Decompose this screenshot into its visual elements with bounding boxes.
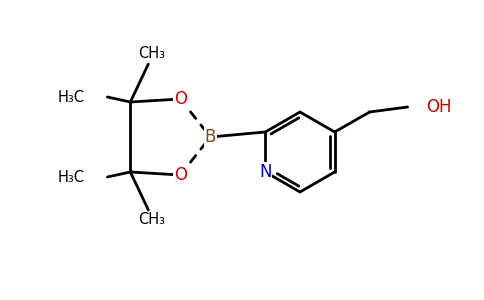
Text: CH₃: CH₃ [138, 212, 165, 227]
Text: O: O [174, 166, 187, 184]
Text: N: N [259, 163, 272, 181]
Text: H₃C: H₃C [58, 89, 84, 104]
Text: H₃C: H₃C [58, 169, 84, 184]
Text: B: B [205, 128, 216, 146]
Text: O: O [174, 90, 187, 108]
Text: CH₃: CH₃ [138, 46, 165, 62]
Text: OH: OH [425, 98, 451, 116]
